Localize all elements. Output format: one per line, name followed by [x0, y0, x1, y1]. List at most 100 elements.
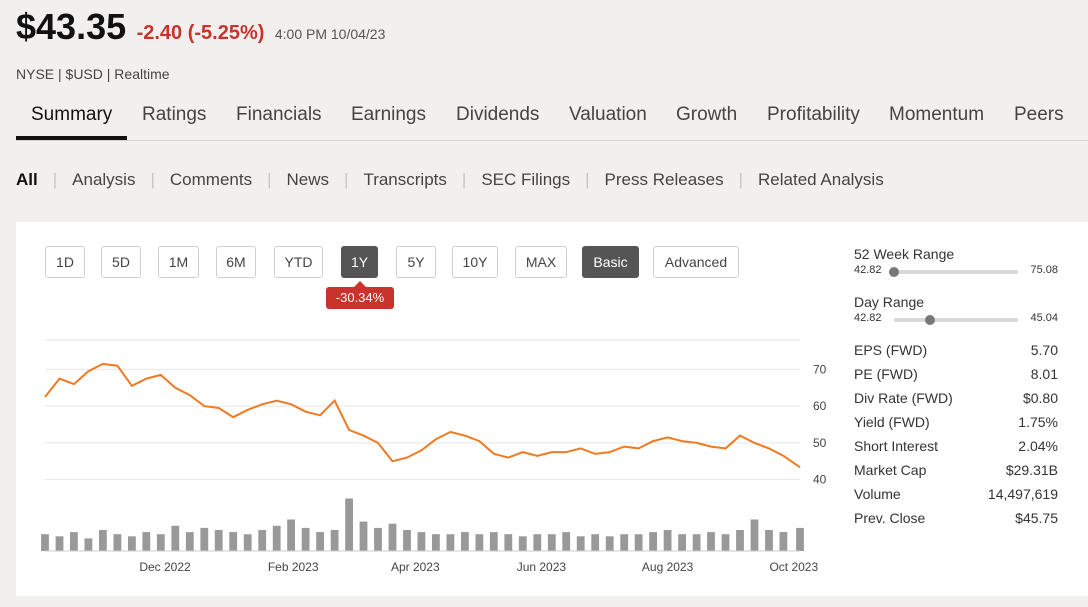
- mode-button-basic[interactable]: Basic: [582, 246, 639, 278]
- volume-bar: [591, 534, 600, 551]
- y-tick-label: 40: [813, 473, 827, 487]
- volume-bar: [55, 536, 64, 551]
- quote-header: $43.35 -2.40 (-5.25%) 4:00 PM 10/04/23: [16, 6, 385, 48]
- y-tick-label: 50: [813, 436, 827, 450]
- volume-bar: [70, 532, 78, 551]
- tab-financials[interactable]: Financials: [236, 104, 322, 125]
- stat-label: Div Rate (FWD): [854, 390, 953, 406]
- volume-bar: [692, 534, 701, 551]
- x-tick-label: Oct 2023: [769, 560, 818, 574]
- volume-bar: [533, 534, 542, 551]
- range-button-5d[interactable]: 5D: [101, 246, 141, 278]
- week52-range-label: 52 Week Range: [854, 246, 955, 262]
- stat-row-volume: Volume 14,497,619: [854, 482, 1058, 506]
- day-range: 42.82 45.04: [854, 312, 1058, 328]
- period-change-badge: -30.34%: [326, 281, 394, 309]
- tab-separator: |: [150, 170, 155, 189]
- volume-bar: [721, 534, 730, 551]
- stat-value: $0.80: [1022, 390, 1058, 406]
- stat-value: 5.70: [1030, 342, 1058, 358]
- stat-label: EPS (FWD): [854, 342, 928, 358]
- stat-row-prev-close: Prev. Close $45.75: [854, 506, 1058, 530]
- range-button-6m[interactable]: 6M: [216, 246, 256, 278]
- range-button-1d[interactable]: 1D: [45, 246, 85, 278]
- volume-bar: [417, 532, 426, 551]
- week52-range: 42.82 75.08: [854, 264, 1058, 280]
- volume-bar: [243, 534, 252, 551]
- volume-bar: [272, 525, 281, 551]
- tab-dividends[interactable]: Dividends: [456, 104, 540, 125]
- tab-ratings[interactable]: Ratings: [142, 104, 207, 125]
- tab-valuation[interactable]: Valuation: [569, 104, 647, 125]
- week52-track: [889, 267, 1018, 277]
- stat-row-div-rate-fwd: Div Rate (FWD) $0.80: [854, 386, 1058, 410]
- stat-label: Volume: [854, 486, 901, 502]
- quote-time: 4:00 PM 10/04/23: [274, 26, 386, 42]
- stat-label: Prev. Close: [854, 510, 926, 526]
- tab-separator: |: [344, 170, 349, 189]
- mode-button-advanced[interactable]: Advanced: [653, 246, 739, 278]
- stat-value: 14,497,619: [987, 486, 1058, 502]
- volume-bar: [128, 536, 136, 551]
- volume-bar: [605, 536, 614, 551]
- price-line: [44, 362, 801, 469]
- day-high: 45.04: [1030, 312, 1058, 324]
- tab-profitability[interactable]: Profitability: [767, 104, 860, 125]
- volume-bar: [620, 534, 629, 551]
- volume-bar: [171, 525, 180, 551]
- stat-rows: EPS (FWD) 5.70 PE (FWD) 8.01 Div Rate (FWD) $…: [854, 338, 1058, 530]
- volume-bar: [301, 527, 310, 551]
- volume-bar: [374, 527, 382, 551]
- tab-separator: |: [267, 170, 272, 189]
- tab-momentum[interactable]: Momentum: [889, 104, 985, 125]
- subtab-comments[interactable]: Comments: [169, 170, 253, 189]
- subtab-news[interactable]: News: [286, 170, 330, 189]
- subtab-related-analysis[interactable]: Related Analysis: [758, 170, 884, 189]
- range-button-max[interactable]: MAX: [515, 246, 567, 278]
- exchange-info: NYSE | $USD | Realtime: [16, 66, 170, 82]
- volume-bar: [489, 532, 498, 551]
- range-button-10y[interactable]: 10Y: [452, 246, 498, 278]
- range-button-1y[interactable]: 1Y: [341, 246, 378, 278]
- active-tab-indicator: [16, 136, 127, 140]
- subtab-transcripts[interactable]: Transcripts: [363, 170, 447, 189]
- volume-bar: [634, 534, 643, 551]
- volume-bar: [518, 536, 527, 551]
- volume-bar: [663, 530, 672, 551]
- stat-value: 8.01: [1030, 366, 1058, 382]
- price-change: -2.40 (-5.25%): [136, 22, 265, 44]
- stat-value: 2.04%: [1018, 438, 1058, 454]
- x-tick-label: Dec 2022: [139, 560, 191, 574]
- subtab-press-releases[interactable]: Press Releases: [604, 170, 724, 189]
- stat-row-eps-fwd: EPS (FWD) 5.70: [854, 338, 1058, 362]
- range-button-1m[interactable]: 1M: [158, 246, 199, 278]
- tab-summary[interactable]: Summary: [31, 104, 113, 125]
- range-button-5y[interactable]: 5Y: [396, 246, 436, 278]
- volume-bar: [185, 532, 194, 551]
- volume-bar: [113, 534, 122, 551]
- volume-bar: [359, 521, 368, 551]
- subtab-all[interactable]: All: [16, 170, 38, 189]
- stock-price: $43.35: [16, 6, 127, 47]
- stat-row-yield-fwd: Yield (FWD) 1.75%: [854, 410, 1058, 434]
- volume-bar: [446, 534, 455, 551]
- tab-growth[interactable]: Growth: [676, 104, 738, 125]
- volume-bar: [678, 534, 686, 551]
- stat-value: $45.75: [1015, 510, 1058, 526]
- stat-label: Yield (FWD): [854, 414, 930, 430]
- main-tabs: Summary Ratings Financials Earnings Dividend…: [16, 92, 1088, 141]
- tab-earnings[interactable]: Earnings: [351, 104, 426, 125]
- stat-row-pe-fwd: PE (FWD) 8.01: [854, 362, 1058, 386]
- subtab-sec-filings[interactable]: SEC Filings: [481, 170, 571, 189]
- tab-separator: |: [461, 170, 467, 189]
- day-track: [894, 315, 1018, 325]
- volume-bar: [461, 532, 469, 551]
- subtab-analysis[interactable]: Analysis: [72, 170, 136, 189]
- tab-peers[interactable]: Peers: [1014, 104, 1064, 125]
- day-marker: [924, 315, 935, 325]
- key-stats: 52 Week Range 42.82 75.08 Day Range 42.8…: [854, 246, 1058, 530]
- range-button-ytd[interactable]: YTD: [274, 246, 323, 278]
- volume-bar: [765, 530, 773, 551]
- volume-bar: [403, 530, 411, 551]
- price-chart: 40 50 60 70 Dec 2022 Feb 2023 Apr 2023 Jun 2023…: [41, 339, 827, 574]
